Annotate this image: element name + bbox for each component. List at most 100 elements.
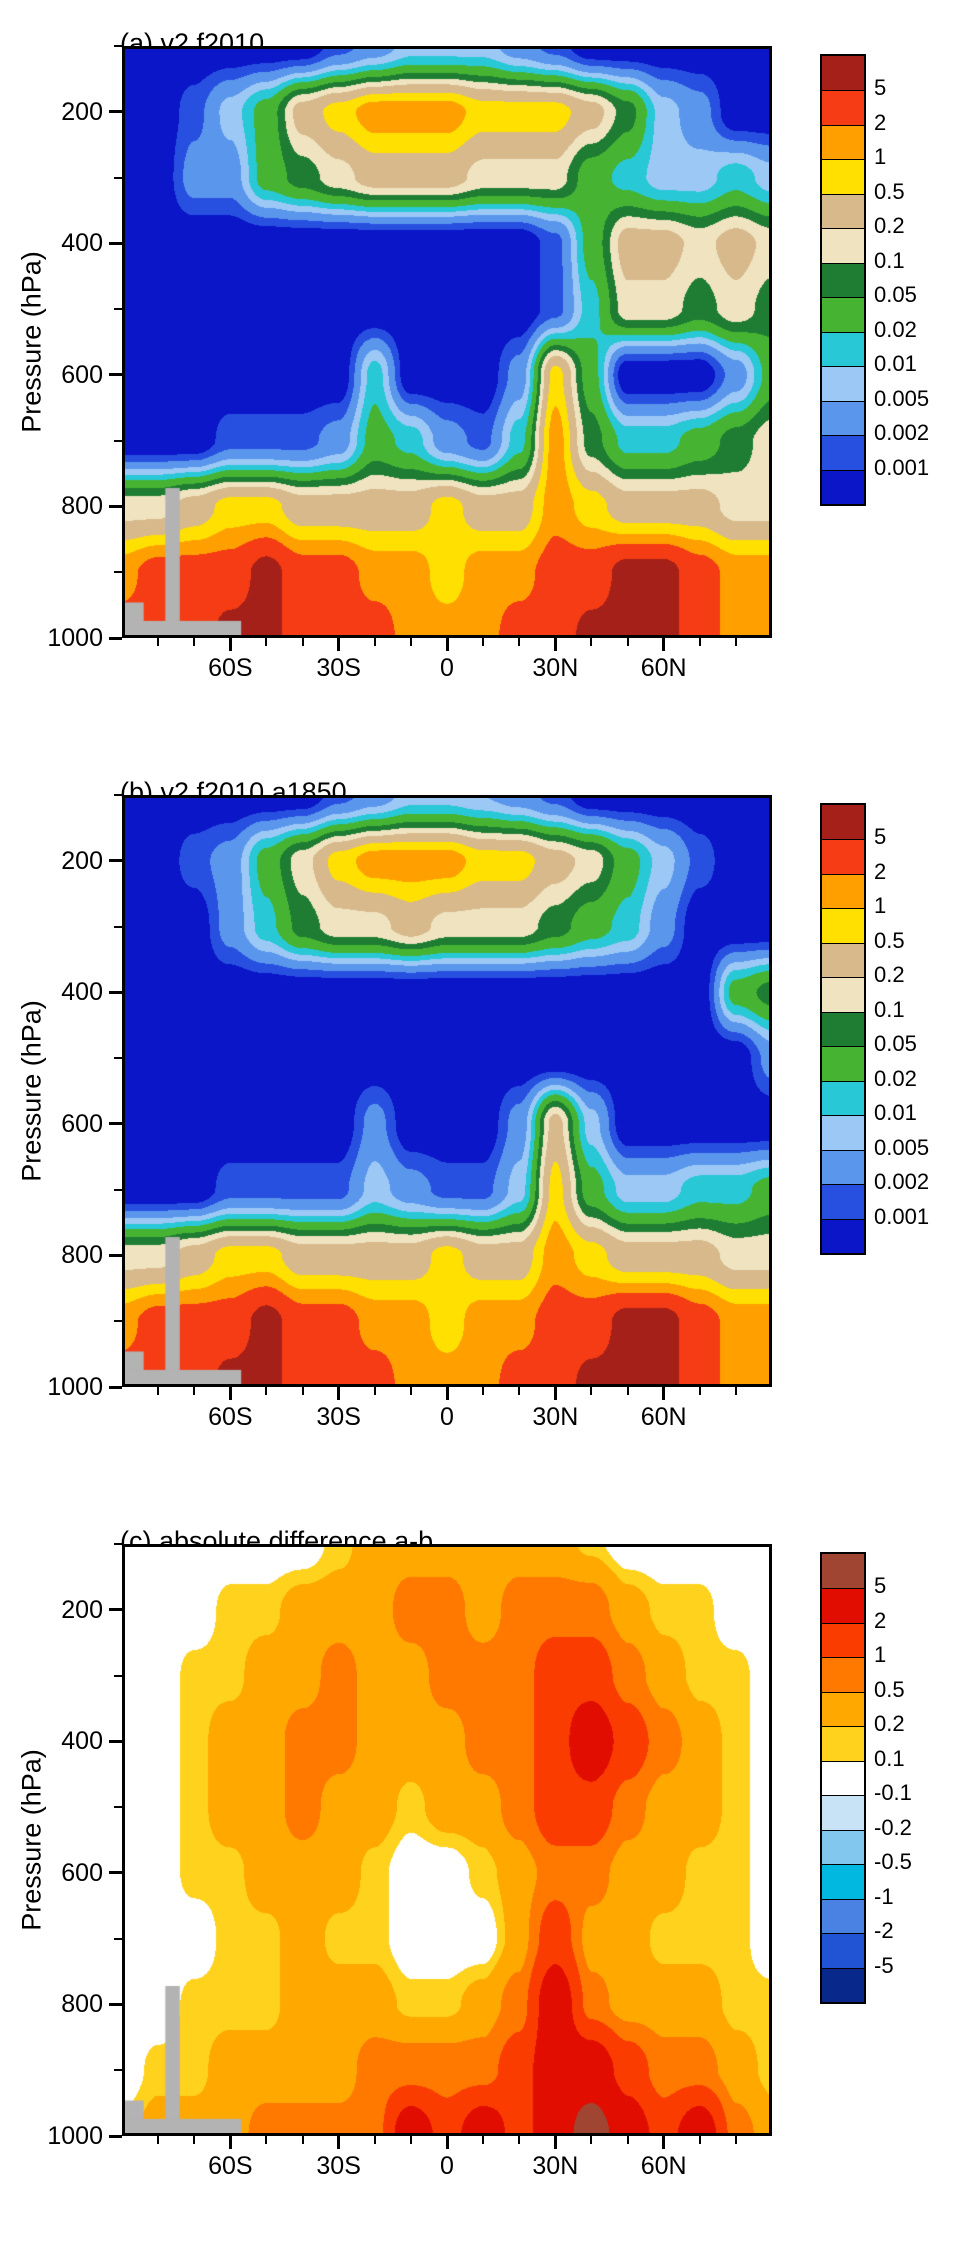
x-axis-tick [337, 638, 341, 651]
x-axis-tick [553, 638, 557, 651]
y-axis-tick [109, 373, 122, 377]
y-axis-minor-tick [114, 439, 122, 442]
colorbar-label: -0.1 [874, 1780, 912, 1806]
colorbar-label: 2 [874, 109, 887, 135]
x-axis-minor-tick [698, 1387, 701, 1395]
x-axis-minor-tick [482, 638, 485, 646]
y-axis-tick [109, 636, 122, 640]
colorbar-box [822, 1184, 864, 1219]
x-axis-minor-tick [301, 1387, 304, 1395]
contour-canvas [122, 795, 772, 1387]
x-axis-minor-tick [265, 2136, 268, 2144]
y-axis-label: Pressure (hPa) [16, 1000, 47, 1182]
y-tick-label: 1000 [47, 1373, 103, 1401]
colorbar-box [822, 1554, 864, 1588]
colorbar-box [822, 1588, 864, 1623]
x-axis-minor-tick [265, 638, 268, 646]
y-axis-tick [109, 1385, 122, 1389]
y-axis-minor-tick [114, 1806, 122, 1809]
y-axis-minor-tick [114, 308, 122, 311]
y-axis-label: Pressure (hPa) [16, 1749, 47, 1931]
colorbar-box [822, 977, 864, 1012]
x-axis-minor-tick [698, 2136, 701, 2144]
colorbar-label: 0.05 [874, 282, 917, 308]
colorbar-label: 0.2 [874, 213, 905, 239]
colorbar-box [822, 1795, 864, 1830]
x-axis-minor-tick [409, 2136, 412, 2144]
colorbar-box [822, 1830, 864, 1864]
y-axis-label: Pressure (hPa) [16, 251, 47, 433]
colorbar-box [822, 194, 864, 228]
y-axis-minor-tick [114, 1674, 122, 1677]
colorbar-label: 5 [874, 75, 887, 101]
colorbar-label: 0.02 [874, 316, 917, 342]
colorbar-box [822, 839, 864, 874]
x-axis-minor-tick [518, 1387, 521, 1395]
y-axis-tick [109, 2134, 122, 2138]
colorbar-box [822, 90, 864, 125]
contour-canvas [122, 46, 772, 638]
colorbar-label: 0.1 [874, 1745, 905, 1771]
colorbar-label: 0.001 [874, 454, 930, 480]
y-tick-label: 800 [61, 1241, 103, 1270]
x-axis-tick [337, 1387, 341, 1400]
colorbar-label: -5 [874, 1952, 894, 1978]
y-axis-minor-tick [114, 2069, 122, 2072]
colorbar-label: 0.01 [874, 1100, 917, 1126]
panel-c: (c) absolute difference a-b Pressure (hP… [0, 1498, 972, 2246]
y-axis-minor-tick [114, 794, 122, 796]
colorbar-box [822, 1219, 864, 1253]
colorbar-box [822, 228, 864, 263]
y-tick-label: 400 [61, 229, 103, 258]
colorbar-label: 0.2 [874, 1711, 905, 1737]
colorbar-box [822, 297, 864, 332]
x-axis-minor-tick [590, 2136, 593, 2144]
y-tick-label: 200 [61, 1595, 103, 1624]
colorbar-label: 0.5 [874, 1676, 905, 1702]
x-axis-minor-tick [301, 638, 304, 646]
x-axis-minor-tick [373, 1387, 376, 1395]
y-tick-label: 1000 [47, 2122, 103, 2150]
panel-a: (a) v2.f2010 Pressure (hPa) 200 400 600 800… [0, 0, 972, 748]
colorbar-box [822, 1899, 864, 1933]
y-axis-tick [109, 1739, 122, 1743]
x-axis-tick [662, 1387, 666, 1400]
colorbar-label: 2 [874, 858, 887, 884]
y-tick-label: 600 [61, 1109, 103, 1138]
y-tick-label: 200 [61, 97, 103, 126]
colorbar [820, 803, 866, 1255]
colorbar-label: 1 [874, 1642, 887, 1668]
y-tick-label: 400 [61, 978, 103, 1007]
y-tick-label: 200 [61, 846, 103, 875]
contour-canvas [122, 1544, 772, 2136]
x-axis-tick [445, 1387, 449, 1400]
x-axis-minor-tick [590, 638, 593, 646]
x-axis-minor-tick [590, 1387, 593, 1395]
x-tick-label: 30S [316, 2152, 361, 2180]
x-tick-label: 30N [532, 1403, 579, 1431]
y-tick-label: 400 [61, 1727, 103, 1756]
x-axis-minor-tick [734, 638, 737, 646]
colorbar-box [822, 805, 864, 839]
x-axis-minor-tick [482, 2136, 485, 2144]
x-axis-minor-tick [626, 638, 629, 646]
colorbar-box [822, 943, 864, 977]
colorbar-box [822, 1081, 864, 1115]
panel-b: (b) v2.f2010.a1850 Pressure (hPa) 200 400… [0, 749, 972, 1497]
y-axis-tick [109, 2002, 122, 2006]
x-axis-minor-tick [626, 2136, 629, 2144]
x-tick-label: 0 [440, 2152, 454, 2180]
colorbar-box [822, 1115, 864, 1150]
colorbar-box [822, 1968, 864, 2002]
colorbar-label: 0.1 [874, 996, 905, 1022]
colorbar-label: -0.2 [874, 1814, 912, 1840]
x-axis-tick [553, 1387, 557, 1400]
colorbar-box [822, 1150, 864, 1184]
x-axis-minor-tick [482, 1387, 485, 1395]
colorbar-box [822, 125, 864, 159]
colorbar-label: 5 [874, 1573, 887, 1599]
x-axis-minor-tick [157, 638, 160, 646]
y-axis-minor-tick [114, 1320, 122, 1323]
x-tick-label: 60S [208, 654, 253, 682]
